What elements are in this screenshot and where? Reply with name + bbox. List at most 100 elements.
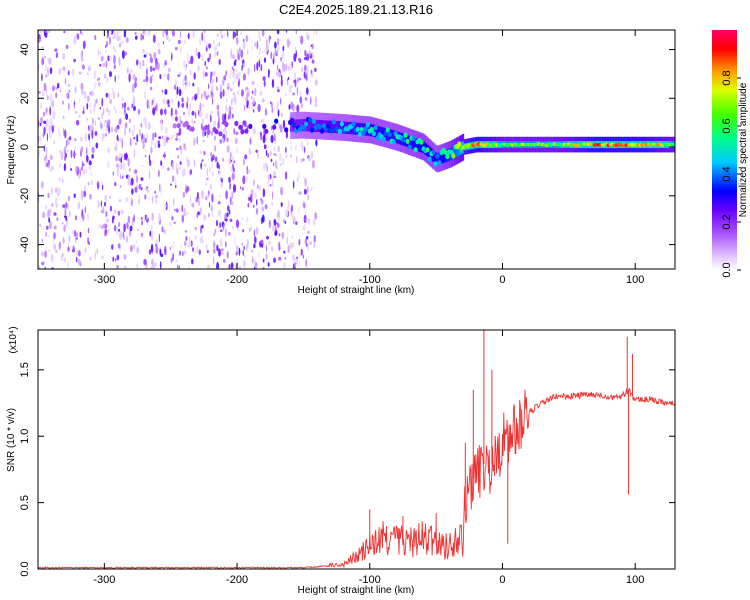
- noise-cell: [102, 62, 106, 67]
- noise-cell: [46, 94, 49, 101]
- y-tick-label: 0: [19, 144, 31, 150]
- noise-cell: [171, 52, 173, 61]
- noise-cell: [185, 82, 187, 85]
- noise-cell: [48, 163, 50, 169]
- noise-cell: [253, 109, 255, 113]
- ridge-core-cell: [264, 128, 269, 134]
- noise-cell: [311, 43, 314, 50]
- noise-cell: [242, 175, 246, 185]
- noise-cell: [310, 69, 313, 74]
- noise-cell: [65, 140, 68, 148]
- noise-cell: [299, 96, 303, 104]
- noise-cell: [270, 51, 273, 60]
- noise-cell: [108, 124, 110, 134]
- noise-cell: [46, 162, 49, 168]
- noise-cell: [114, 65, 116, 69]
- noise-cell: [305, 177, 307, 187]
- noise-cell: [205, 181, 208, 186]
- ridge-core-cell: [435, 153, 440, 159]
- noise-cell: [300, 35, 304, 45]
- ridge-mid-cell: [331, 120, 334, 133]
- spectrogram-cells: [38, 30, 675, 269]
- noise-cell: [67, 102, 70, 111]
- noise-cell: [278, 242, 281, 251]
- noise-cell: [183, 111, 185, 116]
- noise-cell: [146, 51, 148, 56]
- noise-cell: [124, 265, 127, 269]
- noise-cell: [68, 90, 71, 93]
- noise-cell: [228, 263, 231, 269]
- noise-cell: [225, 104, 228, 113]
- ridge-core-cell: [385, 127, 390, 133]
- noise-cell: [38, 91, 41, 94]
- ridge-core-cell: [325, 123, 331, 129]
- noise-cell: [175, 208, 179, 213]
- noise-cell: [304, 146, 306, 154]
- snr-background: [38, 330, 675, 569]
- noise-cell: [301, 66, 303, 72]
- noise-cell: [267, 240, 271, 245]
- ridge-core-cell: [214, 129, 219, 135]
- noise-cell: [188, 81, 191, 87]
- noise-cell: [122, 102, 124, 110]
- noise-cell: [296, 176, 299, 183]
- noise-cell: [87, 182, 90, 186]
- noise-cell: [219, 229, 223, 232]
- noise-cell: [188, 266, 190, 269]
- noise-cell: [42, 111, 46, 117]
- noise-cell: [164, 89, 166, 93]
- noise-cell: [123, 102, 127, 109]
- noise-cell: [210, 156, 214, 162]
- noise-cell: [166, 34, 169, 40]
- noise-cell: [186, 186, 190, 192]
- noise-cell: [61, 254, 63, 262]
- x-tick-label: -200: [226, 274, 248, 286]
- noise-cell: [219, 238, 223, 247]
- noise-cell: [225, 190, 229, 200]
- noise-cell: [157, 143, 161, 148]
- noise-cell: [289, 63, 293, 71]
- noise-cell: [40, 134, 42, 144]
- noise-cell: [125, 235, 128, 243]
- noise-cell: [240, 31, 243, 36]
- noise-cell: [158, 233, 160, 243]
- noise-cell: [251, 90, 254, 95]
- noise-cell: [274, 48, 277, 56]
- noise-cell: [191, 118, 194, 124]
- noise-cell: [197, 51, 201, 59]
- noise-cell: [67, 202, 70, 211]
- noise-cell: [134, 186, 138, 193]
- noise-cell: [118, 153, 122, 159]
- ridge-core-cell: [319, 128, 325, 134]
- noise-cell: [197, 65, 200, 72]
- noise-cell: [203, 36, 206, 42]
- noise-cell: [75, 215, 77, 221]
- snr-series-line: [38, 387, 675, 569]
- noise-cell: [97, 200, 100, 209]
- noise-cell: [167, 73, 170, 81]
- noise-cell: [234, 137, 238, 144]
- noise-cell: [292, 254, 295, 262]
- noise-cell: [245, 86, 248, 92]
- noise-cell: [232, 30, 235, 40]
- noise-cell: [256, 262, 258, 266]
- noise-cell: [291, 213, 295, 220]
- noise-cell: [72, 229, 74, 235]
- noise-cell: [191, 258, 194, 265]
- ridge-core-cell: [238, 124, 243, 130]
- noise-cell: [276, 72, 278, 77]
- noise-cell: [272, 170, 277, 177]
- noise-cell: [123, 106, 126, 116]
- noise-cell: [109, 36, 111, 45]
- noise-cell: [183, 207, 186, 217]
- noise-cell: [285, 130, 288, 139]
- noise-cell: [232, 167, 235, 173]
- noise-cell: [46, 87, 47, 96]
- noise-cell: [82, 110, 85, 114]
- noise-cell: [77, 202, 80, 210]
- noise-cell: [100, 224, 104, 230]
- noise-cell: [211, 92, 214, 98]
- noise-cell: [66, 92, 70, 100]
- noise-cell: [283, 250, 286, 254]
